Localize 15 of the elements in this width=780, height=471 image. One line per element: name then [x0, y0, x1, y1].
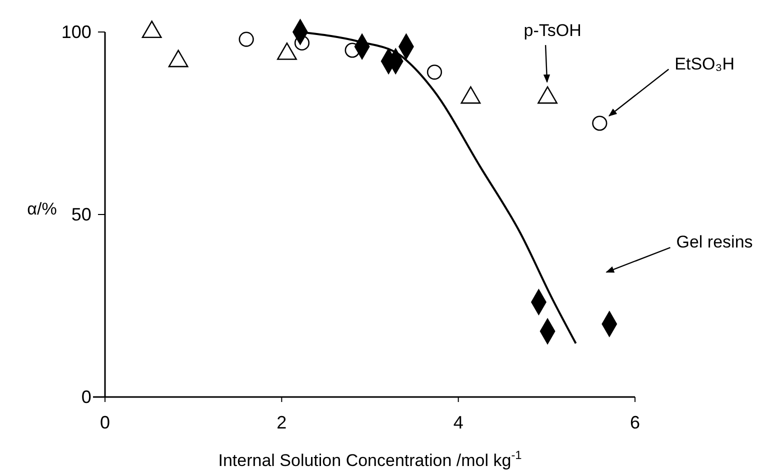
point: [238, 32, 254, 47]
text: EtSO₃H: [674, 54, 734, 74]
text: Gel resins: [676, 233, 753, 252]
y-axis-title: α/%: [27, 200, 57, 218]
x-axis-title: Internal Solution Concentration /mol kg$^{-1}$: [218, 448, 522, 470]
x-tick-label: 6: [630, 412, 640, 432]
x-tick-label: 4: [453, 412, 464, 432]
y-tick-label: 100: [61, 22, 92, 42]
y-tick-label: 0: [81, 386, 92, 407]
x-tick-label: 2: [276, 412, 287, 432]
annotation: p-TsOH: [524, 22, 582, 41]
y-tick-label: 50: [71, 204, 92, 224]
x-tick-label: 0: [100, 412, 110, 432]
point: [592, 116, 608, 131]
point: [426, 64, 442, 80]
